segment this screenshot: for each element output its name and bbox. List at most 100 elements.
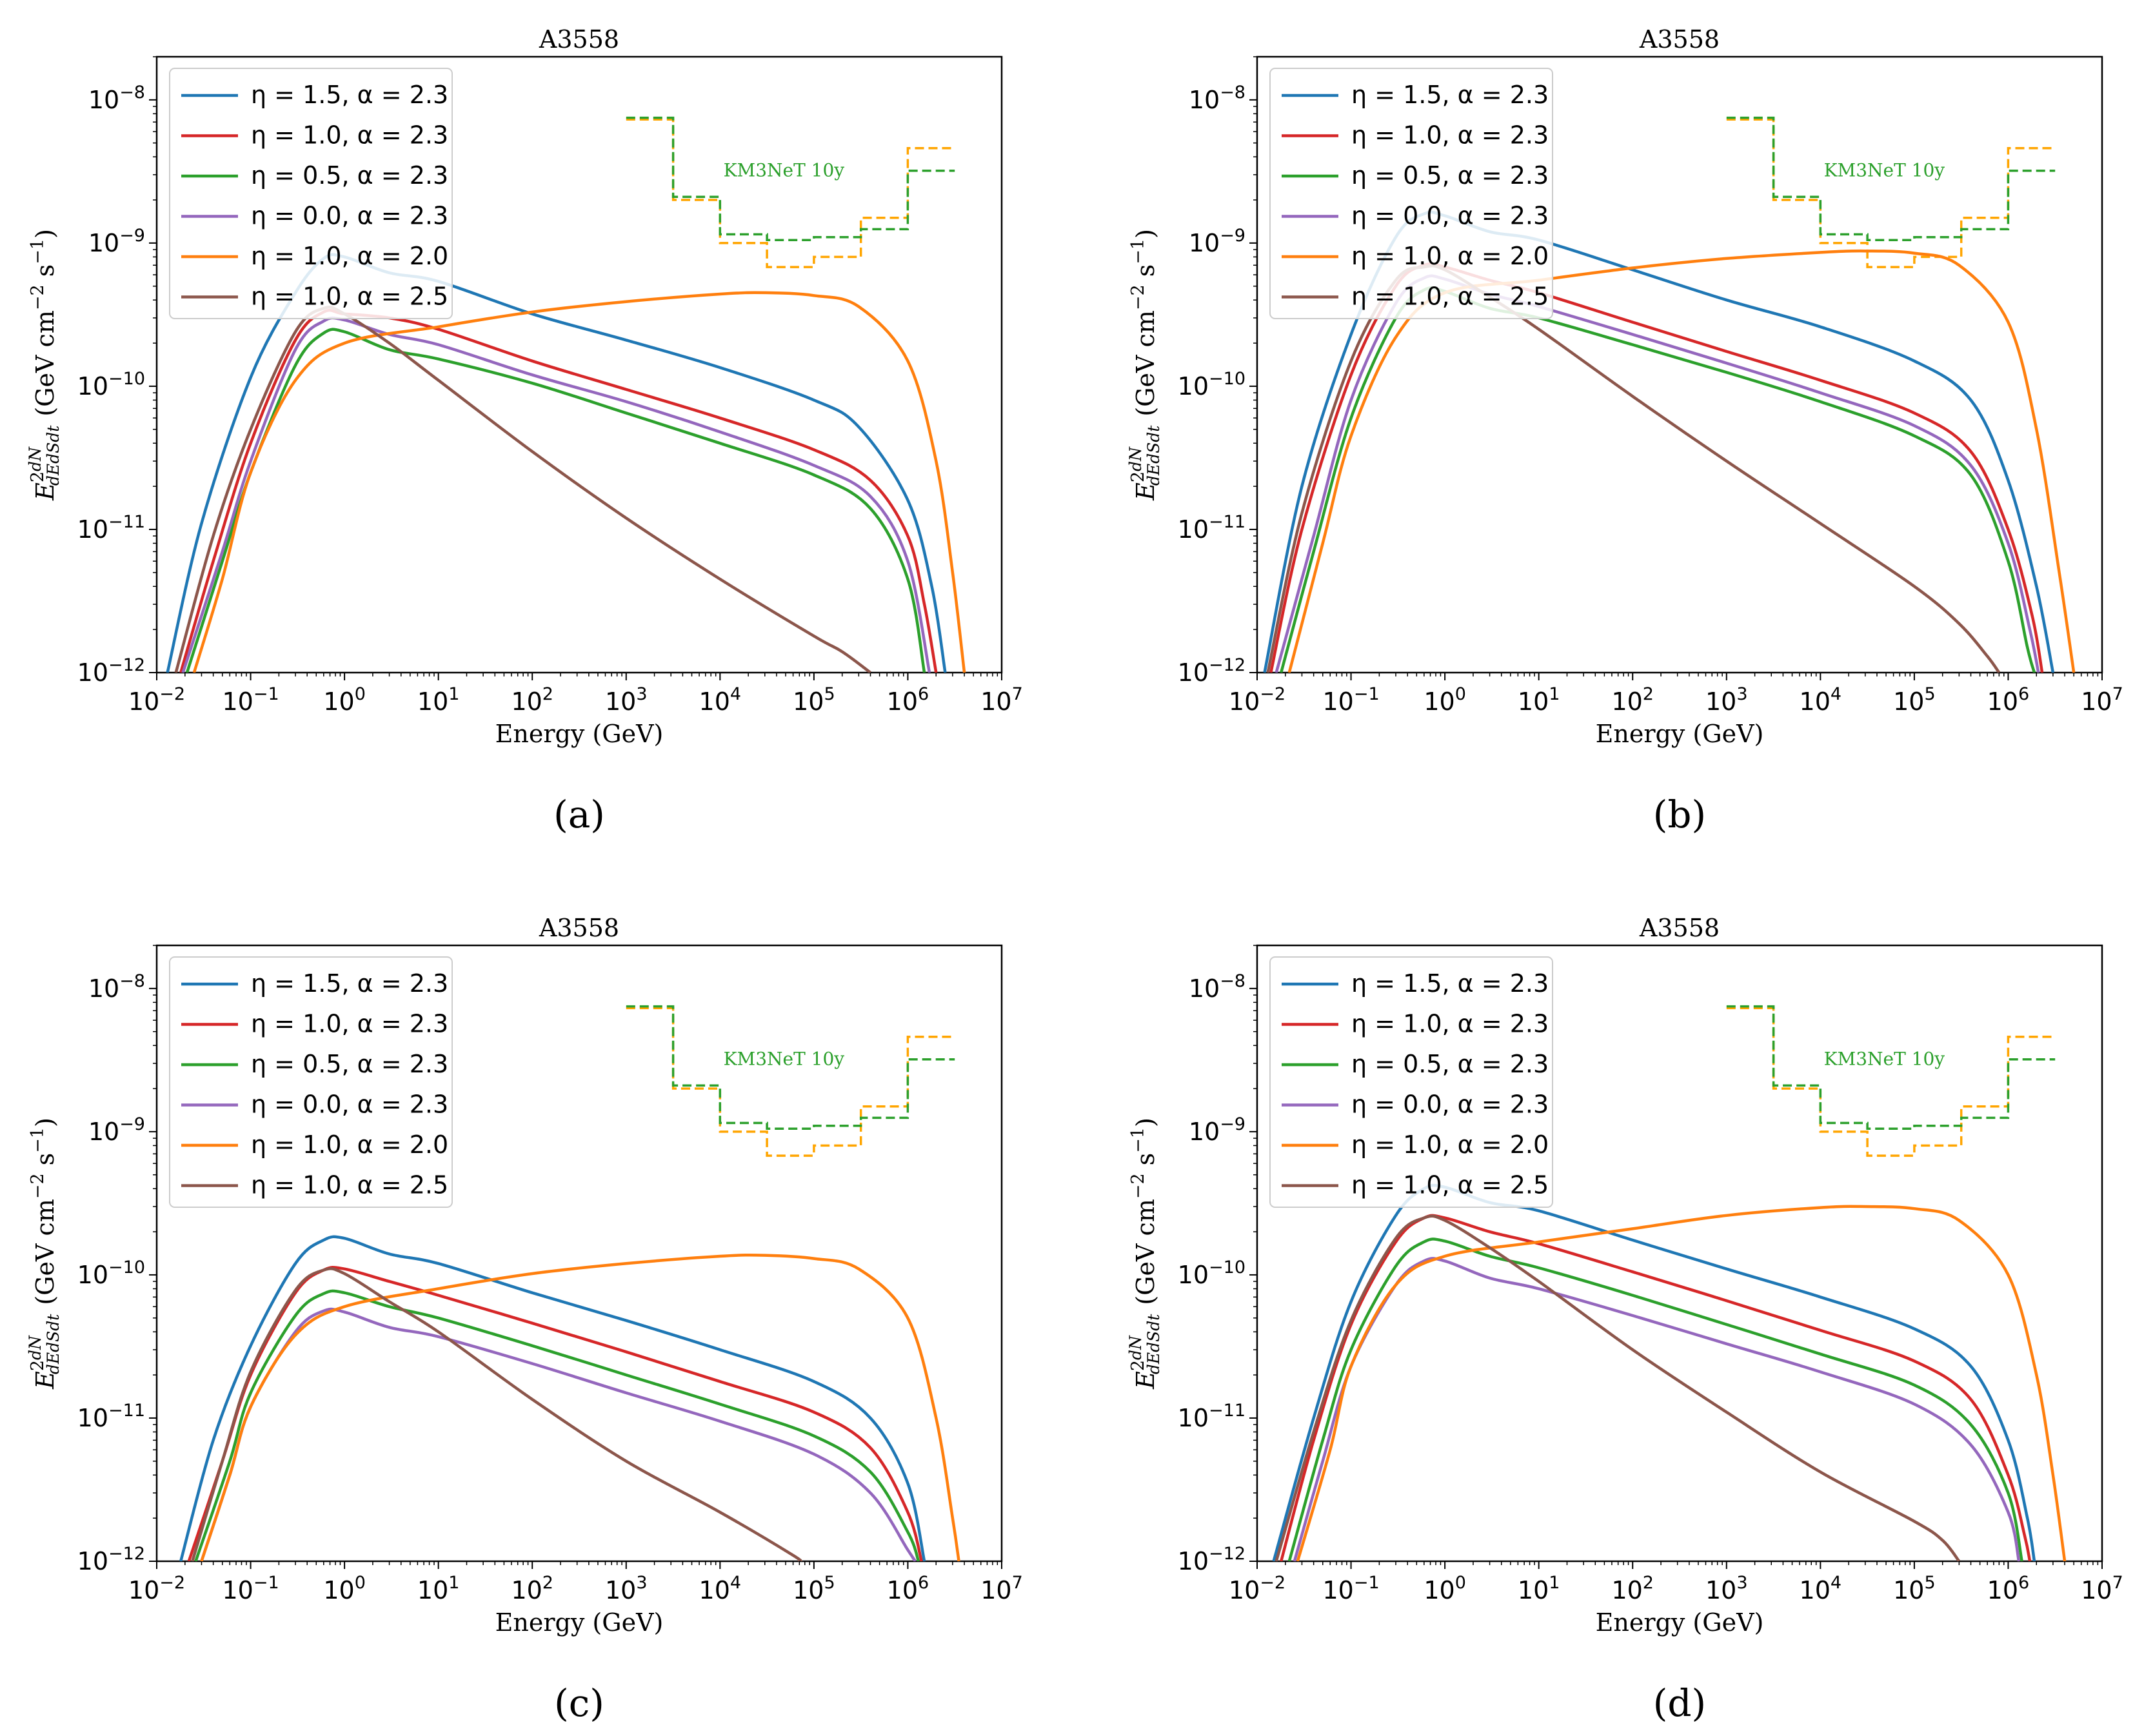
x-tick-label: 104: [699, 1573, 742, 1604]
series-line-1: [1280, 1214, 2032, 1561]
x-tick-label: 103: [605, 1573, 648, 1604]
km3net-green-step: [1726, 116, 2056, 241]
series-line-2: [194, 1289, 920, 1561]
x-tick-label: 107: [2081, 1573, 2123, 1604]
plot-frame: [1256, 55, 2103, 674]
legend-entry: η = 0.5, α = 2.3: [251, 161, 448, 190]
km3net-orange-step: [1726, 118, 2056, 268]
y-tick-label: 10−9: [88, 226, 145, 257]
x-tick-label: 106: [887, 1573, 929, 1604]
series-line-5: [1266, 264, 2001, 673]
x-tick-label: 101: [417, 684, 460, 716]
x-tick-label: 104: [1800, 684, 1842, 716]
series-line-3: [181, 316, 931, 673]
legend-box: [169, 68, 453, 319]
y-tick-label: 10−12: [1178, 1544, 1246, 1575]
series-line-5: [174, 306, 871, 673]
series-line-4: [1296, 1205, 2067, 1561]
y-tick-label: 10−8: [1189, 83, 1246, 114]
series-line-0: [1263, 210, 2055, 673]
x-tick-label: 105: [793, 684, 835, 716]
series-line-3: [1275, 274, 2040, 673]
y-tick-label: 10−10: [1178, 369, 1246, 400]
x-tick-label: 107: [980, 684, 1023, 716]
x-tick-label: 101: [1518, 684, 1560, 716]
chart-panel: A3558 10−2 10−1 100 101 102 103 104 105 106 107 10−…: [26, 25, 1023, 836]
legend-entry: η = 1.0, α = 2.5: [1351, 282, 1549, 311]
x-tick-label: 106: [1987, 1573, 2030, 1604]
km3net-label: KM3NeT 10y: [724, 1049, 845, 1070]
km3net-label: KM3NeT 10y: [1824, 1049, 1945, 1070]
km3net-green-step: [626, 1005, 955, 1130]
x-tick-label: 10−2: [1229, 1573, 1285, 1604]
legend-entry: η = 1.0, α = 2.3: [251, 1010, 448, 1038]
y-tick-label: 10−8: [88, 971, 145, 1003]
legend: η = 1.5, α = 2.3 η = 1.0, α = 2.3 η = 0.5,…: [1269, 956, 1553, 1208]
legend-entry: η = 1.5, α = 2.3: [1351, 81, 1549, 109]
legend-entry: η = 1.0, α = 2.0: [251, 1130, 448, 1159]
legend-entry: η = 1.0, α = 2.0: [251, 242, 448, 270]
plot-area: [1263, 116, 2076, 673]
x-tick-label: 107: [2081, 684, 2123, 716]
y-tick-label: 10−10: [77, 1258, 145, 1289]
series-line-3: [200, 1307, 917, 1561]
x-tick-label: 105: [1893, 684, 1936, 716]
y-axis-label: E2dNdEdSdt(GeV cm−2 s−1): [26, 1118, 63, 1390]
chart-panel: A3558 10−2 10−1 100 101 102 103 104 105 106 107 10−…: [1126, 25, 2123, 836]
legend-box: [169, 956, 453, 1208]
x-tick-label: 104: [699, 684, 742, 716]
x-tick-label: 100: [1424, 1573, 1466, 1604]
plot-area: [179, 1005, 960, 1561]
legend-entry: η = 0.5, α = 2.3: [1351, 1050, 1549, 1078]
legend-entry: η = 0.5, α = 2.3: [1351, 161, 1549, 190]
series-line-1: [179, 308, 938, 673]
y-tick-label: 10−8: [88, 83, 145, 114]
y-tick-label: 10−8: [1189, 971, 1246, 1003]
x-tick-label: 10−1: [222, 684, 279, 716]
x-axis-label: Energy (GeV): [1596, 1608, 1764, 1637]
chart-title: A3558: [1639, 914, 1720, 942]
y-tick-label: 10−12: [77, 1544, 145, 1575]
km3net-orange-step: [626, 118, 955, 268]
x-tick-label: 106: [1987, 684, 2030, 716]
legend-box: [1269, 68, 1553, 319]
series-line-0: [179, 1235, 926, 1561]
chart-title: A3558: [539, 25, 619, 54]
plot-area: [1272, 1005, 2067, 1561]
x-axis-label: Energy (GeV): [495, 720, 664, 748]
series-line-2: [1280, 286, 2036, 673]
legend-entry: η = 1.0, α = 2.3: [1351, 1010, 1549, 1038]
series-line-2: [1287, 1238, 2023, 1561]
legend-entry: η = 0.0, α = 2.3: [251, 1090, 448, 1119]
x-tick-label: 10−1: [1322, 684, 1379, 716]
legend-entry: η = 1.0, α = 2.3: [251, 121, 448, 150]
x-tick-label: 103: [1705, 684, 1748, 716]
series-line-4: [192, 291, 966, 673]
y-tick-label: 10−12: [77, 655, 145, 687]
x-tick-label: 10−1: [1322, 1573, 1379, 1604]
x-tick-label: 101: [417, 1573, 460, 1604]
series-line-4: [1287, 249, 2076, 673]
chart-title: A3558: [539, 914, 619, 942]
plot-frame: [155, 944, 1003, 1563]
x-tick-label: 10−2: [128, 684, 185, 716]
plot-frame: [1256, 944, 2103, 1563]
series-line-5: [191, 1267, 802, 1561]
legend-entry: η = 0.5, α = 2.3: [251, 1050, 448, 1078]
y-axis-label: E2dNdEdSdt(GeV cm−2 s−1): [1126, 229, 1163, 501]
panel-label: (c): [554, 1681, 604, 1725]
plot-area: [166, 116, 966, 673]
series-line-1: [1269, 262, 2044, 673]
y-tick-label: 10−11: [77, 1401, 145, 1432]
chart-title: A3558: [1639, 25, 1720, 54]
legend-entry: η = 1.0, α = 2.0: [1351, 1130, 1549, 1159]
y-tick-label: 10−10: [1178, 1258, 1246, 1289]
legend-entry: η = 1.0, α = 2.3: [1351, 121, 1549, 150]
y-tick-label: 10−11: [77, 512, 145, 544]
legend-box: [1269, 956, 1553, 1208]
legend-entry: η = 1.5, α = 2.3: [1351, 969, 1549, 998]
x-tick-label: 102: [1611, 684, 1654, 716]
x-axis-label: Energy (GeV): [1596, 720, 1764, 748]
